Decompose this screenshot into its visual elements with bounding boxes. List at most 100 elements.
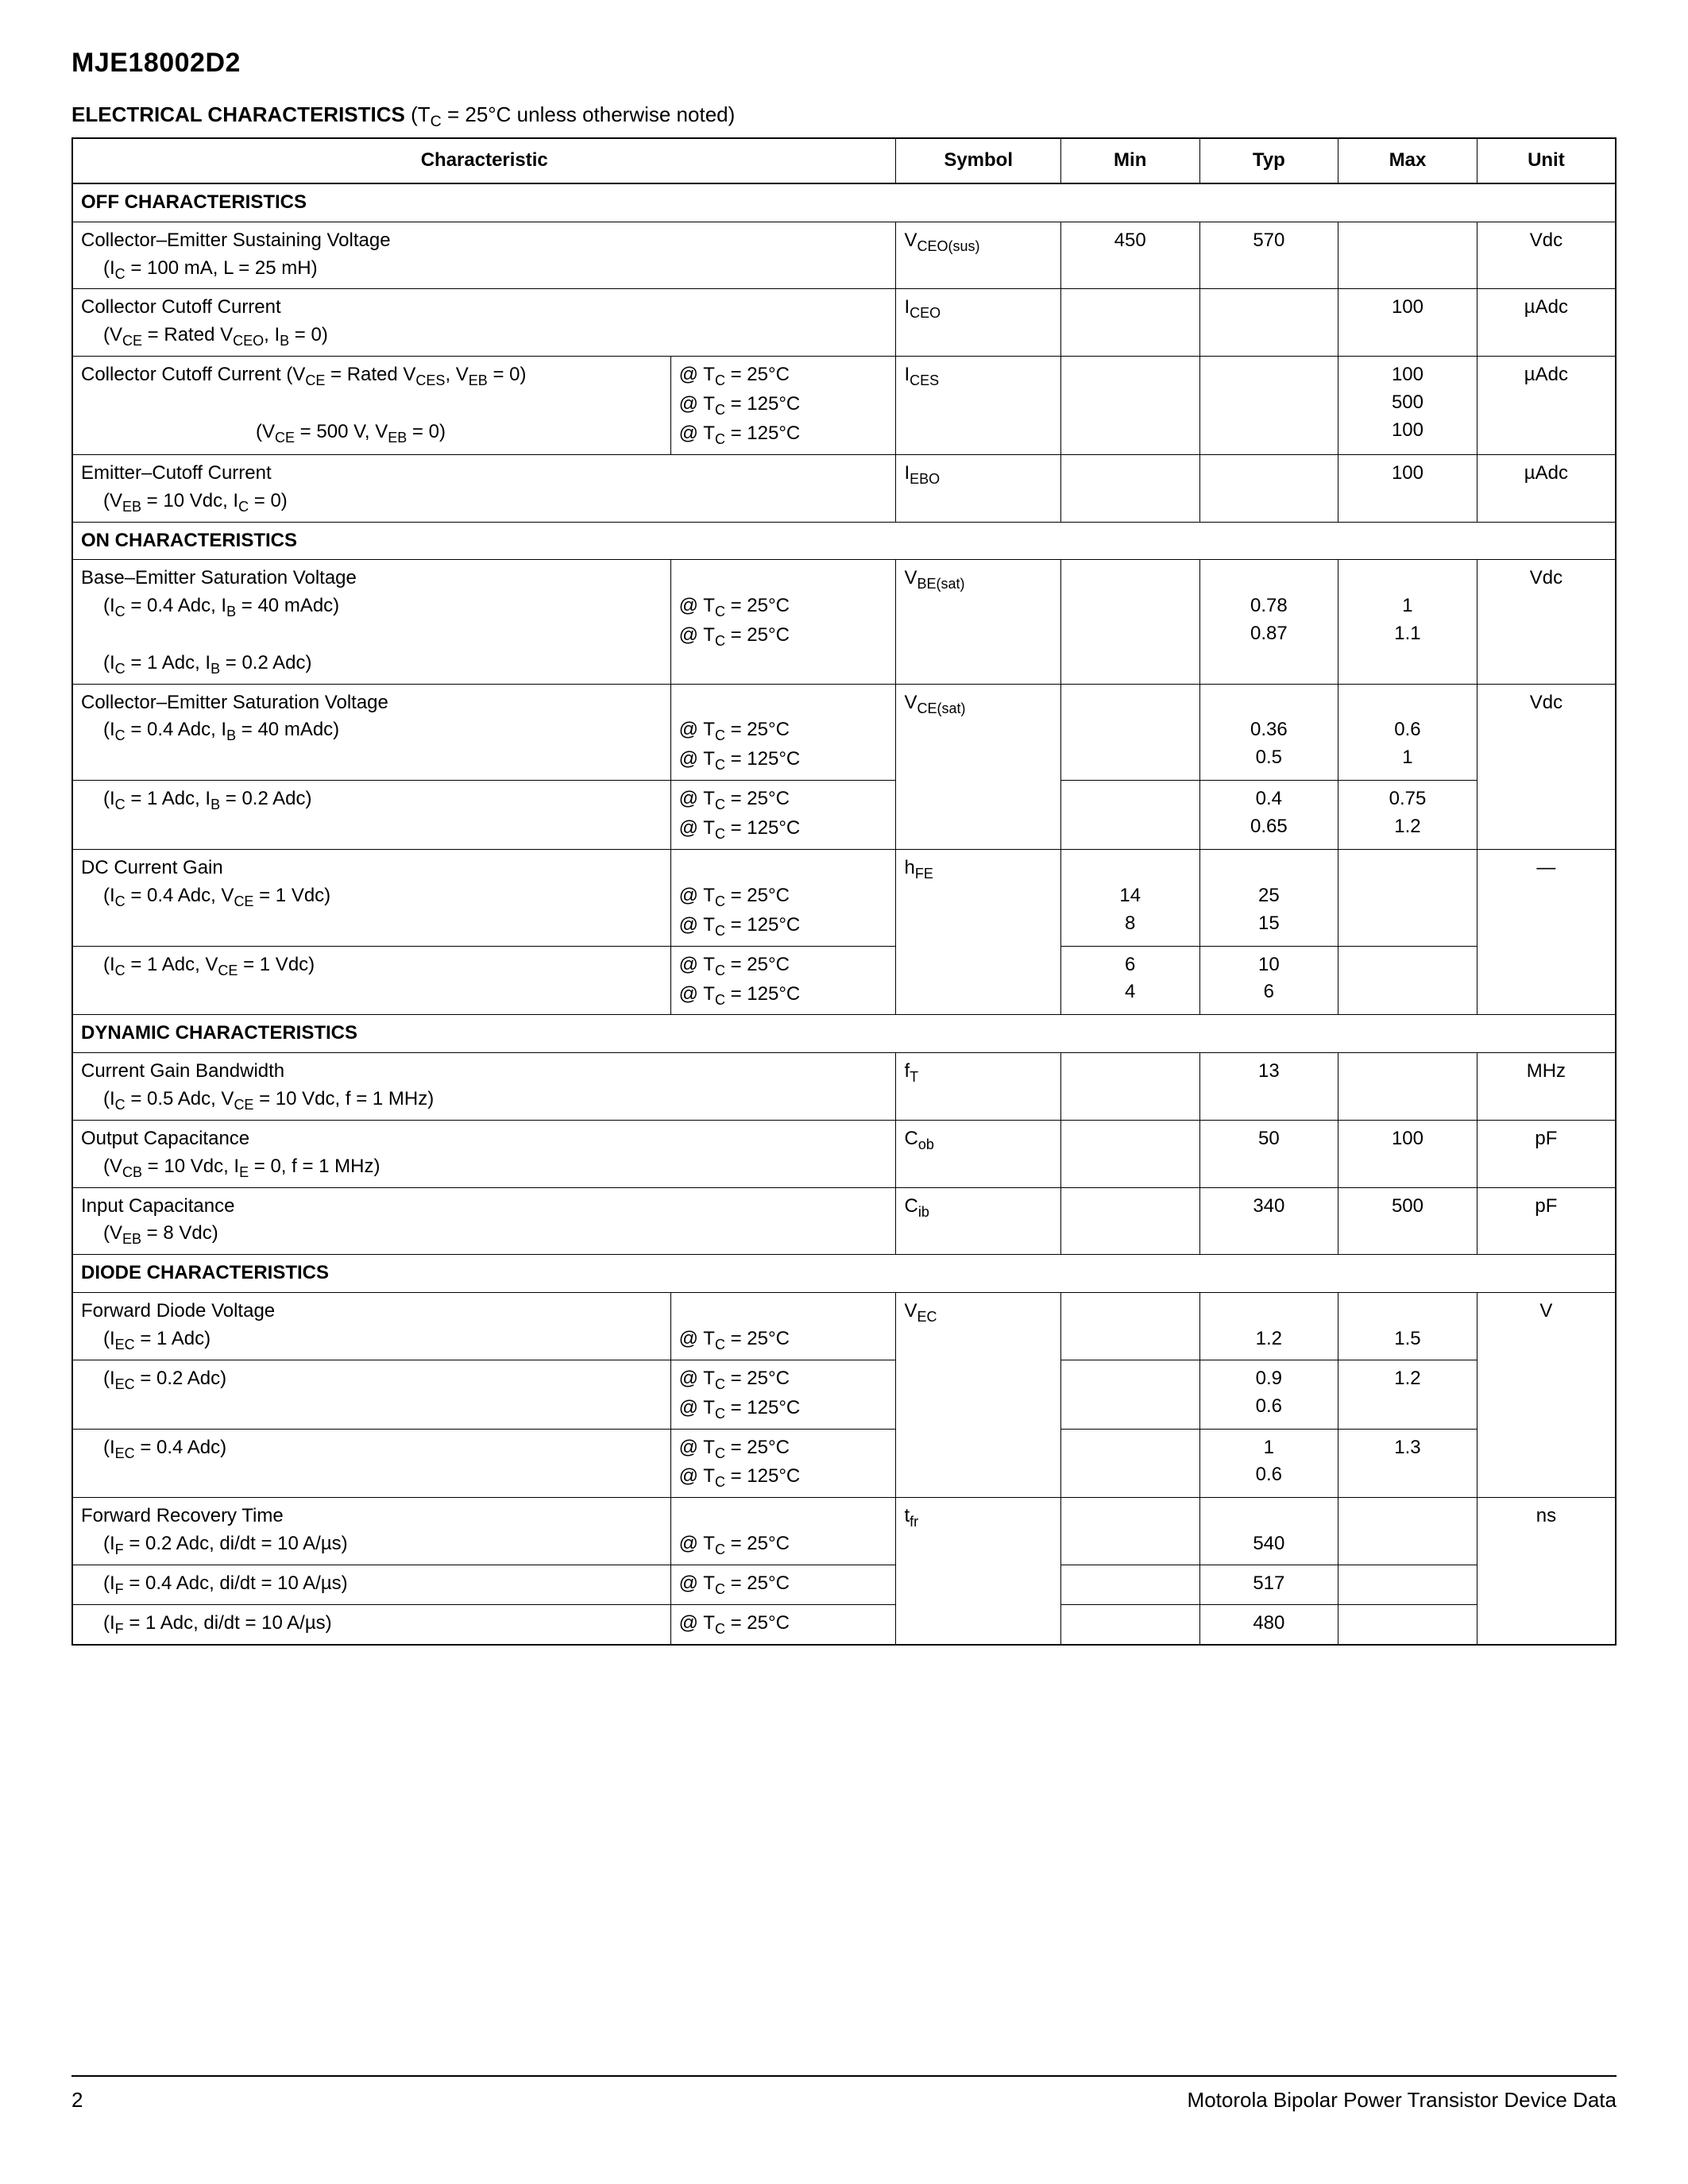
table-row: Base–Emitter Saturation Voltage(IC = 0.4… — [72, 560, 1616, 684]
table-row: (IEC = 0.2 Adc)@ TC = 25°C@ TC = 125°C 0.… — [72, 1360, 1616, 1429]
cell-condition: @ TC = 25°C@ TC = 125°C@ TC = 125°C — [670, 357, 896, 455]
cell-symbol: hFE — [896, 850, 1060, 1015]
table-row: Input Capacitance(VEB = 8 Vdc)Cib340500p… — [72, 1187, 1616, 1255]
section-title-note: (TC = 25°C unless otherwise noted) — [411, 102, 735, 126]
table-row: Output Capacitance(VCB = 10 Vdc, IE = 0,… — [72, 1120, 1616, 1187]
cell-min — [1060, 1293, 1199, 1360]
cell-sym: ICEO — [896, 289, 1060, 357]
cell-typ: 0.360.5 — [1199, 684, 1338, 781]
cell-max: 100 — [1338, 1120, 1477, 1187]
cell-characteristic: Forward Recovery Time(IF = 0.2 Adc, di/d… — [72, 1498, 670, 1565]
cell-sym: fT — [896, 1053, 1060, 1121]
table-row: Collector Cutoff Current(VCE = Rated VCE… — [72, 289, 1616, 357]
cell-characteristic: (IF = 0.4 Adc, di/dt = 10 A/µs) — [72, 1565, 670, 1605]
cell-typ: 0.780.87 — [1199, 560, 1338, 684]
page-footer: 2 Motorola Bipolar Power Transistor Devi… — [71, 2075, 1617, 2113]
th-symbol: Symbol — [896, 138, 1060, 183]
cell-max: 500 — [1338, 1187, 1477, 1255]
section-header: ON CHARACTERISTICS — [72, 522, 1616, 560]
cell-unit: Vdc — [1477, 222, 1616, 289]
cell-max: 0.751.2 — [1338, 781, 1477, 850]
section-header-row: DYNAMIC CHARACTERISTICS — [72, 1015, 1616, 1053]
cell-max — [1338, 222, 1477, 289]
cell-characteristic: Emitter–Cutoff Current(VEB = 10 Vdc, IC … — [72, 454, 896, 522]
section-header: DIODE CHARACTERISTICS — [72, 1255, 1616, 1293]
cell-characteristic: Collector Cutoff Current(VCE = Rated VCE… — [72, 289, 896, 357]
cell-symbol: tfr — [896, 1498, 1060, 1645]
cell-characteristic: Current Gain Bandwidth(IC = 0.5 Adc, VCE… — [72, 1053, 896, 1121]
cell-unit: µAdc — [1477, 454, 1616, 522]
cell-typ: 570 — [1199, 222, 1338, 289]
th-min: Min — [1060, 138, 1199, 183]
cell-symbol: VEC — [896, 1293, 1060, 1498]
cell-typ: 340 — [1199, 1187, 1338, 1255]
cell-min — [1060, 454, 1199, 522]
cell-unit: ns — [1477, 1498, 1616, 1645]
cell-characteristic: Base–Emitter Saturation Voltage(IC = 0.4… — [72, 560, 670, 684]
cell-max — [1338, 1604, 1477, 1644]
th-unit: Unit — [1477, 138, 1616, 183]
section-header-row: ON CHARACTERISTICS — [72, 522, 1616, 560]
cell-min — [1060, 1604, 1199, 1644]
table-row: DC Current Gain(IC = 0.4 Adc, VCE = 1 Vd… — [72, 850, 1616, 947]
cell-min — [1060, 1053, 1199, 1121]
cell-min: 450 — [1060, 222, 1199, 289]
cell-typ — [1199, 289, 1338, 357]
cell-max: 100500100 — [1338, 357, 1477, 455]
cell-typ: 0.90.6 — [1199, 1360, 1338, 1429]
cell-condition: @ TC = 25°C@ TC = 125°C — [670, 684, 896, 781]
cell-min — [1060, 560, 1199, 684]
cell-characteristic: (IF = 1 Adc, di/dt = 10 A/µs) — [72, 1604, 670, 1644]
cell-characteristic: Input Capacitance(VEB = 8 Vdc) — [72, 1187, 896, 1255]
cell-sym: IEBO — [896, 454, 1060, 522]
cell-unit: Vdc — [1477, 684, 1616, 849]
cell-characteristic: Output Capacitance(VCB = 10 Vdc, IE = 0,… — [72, 1120, 896, 1187]
section-title: ELECTRICAL CHARACTERISTICS (TC = 25°C un… — [71, 102, 1617, 131]
cell-min — [1060, 289, 1199, 357]
cell-max: 100 — [1338, 454, 1477, 522]
cell-min: 64 — [1060, 946, 1199, 1015]
cell-typ: 480 — [1199, 1604, 1338, 1644]
cell-sym: VBE(sat) — [896, 560, 1060, 684]
cell-unit: Vdc — [1477, 560, 1616, 684]
table-row: (IC = 1 Adc, IB = 0.2 Adc)@ TC = 25°C@ T… — [72, 781, 1616, 850]
cell-condition: @ TC = 25°C — [670, 1565, 896, 1605]
cell-typ: 1.2 — [1199, 1293, 1338, 1360]
th-max: Max — [1338, 138, 1477, 183]
cell-unit: pF — [1477, 1120, 1616, 1187]
cell-characteristic: Collector–Emitter Sustaining Voltage(IC … — [72, 222, 896, 289]
cell-max: 0.61 — [1338, 684, 1477, 781]
part-number: MJE18002D2 — [71, 48, 1617, 79]
th-characteristic: Characteristic — [72, 138, 896, 183]
cell-max: 1.2 — [1338, 1360, 1477, 1429]
section-header-row: DIODE CHARACTERISTICS — [72, 1255, 1616, 1293]
footer-text: Motorola Bipolar Power Transistor Device… — [1188, 2088, 1617, 2113]
section-header-row: OFF CHARACTERISTICS — [72, 183, 1616, 222]
spec-table-body: OFF CHARACTERISTICSCollector–Emitter Sus… — [72, 183, 1616, 1645]
cell-condition: @ TC = 25°C@ TC = 125°C — [670, 1429, 896, 1498]
table-row: (IF = 0.4 Adc, di/dt = 10 A/µs)@ TC = 25… — [72, 1565, 1616, 1605]
cell-typ — [1199, 454, 1338, 522]
cell-typ — [1199, 357, 1338, 455]
table-row: (IC = 1 Adc, VCE = 1 Vdc)@ TC = 25°C@ TC… — [72, 946, 1616, 1015]
cell-typ: 2515 — [1199, 850, 1338, 947]
cell-condition: @ TC = 25°C@ TC = 125°C — [670, 946, 896, 1015]
table-row: Collector Cutoff Current (VCE = Rated VC… — [72, 357, 1616, 455]
cell-condition: @ TC = 25°C@ TC = 125°C — [670, 781, 896, 850]
table-row: Collector–Emitter Sustaining Voltage(IC … — [72, 222, 1616, 289]
cell-characteristic: (IC = 1 Adc, IB = 0.2 Adc) — [72, 781, 670, 850]
cell-characteristic: (IEC = 0.4 Adc) — [72, 1429, 670, 1498]
cell-min — [1060, 781, 1199, 850]
cell-typ: 540 — [1199, 1498, 1338, 1565]
cell-condition: @ TC = 25°C@ TC = 125°C — [670, 1360, 896, 1429]
cell-sym: ICES — [896, 357, 1060, 455]
spec-table: Characteristic Symbol Min Typ Max Unit O… — [71, 137, 1617, 1646]
cell-typ: 50 — [1199, 1120, 1338, 1187]
th-typ: Typ — [1199, 138, 1338, 183]
cell-typ: 106 — [1199, 946, 1338, 1015]
table-row: Current Gain Bandwidth(IC = 0.5 Adc, VCE… — [72, 1053, 1616, 1121]
cell-characteristic: (IEC = 0.2 Adc) — [72, 1360, 670, 1429]
cell-max: 100 — [1338, 289, 1477, 357]
cell-characteristic: Collector Cutoff Current (VCE = Rated VC… — [72, 357, 670, 455]
cell-characteristic: (IC = 1 Adc, VCE = 1 Vdc) — [72, 946, 670, 1015]
